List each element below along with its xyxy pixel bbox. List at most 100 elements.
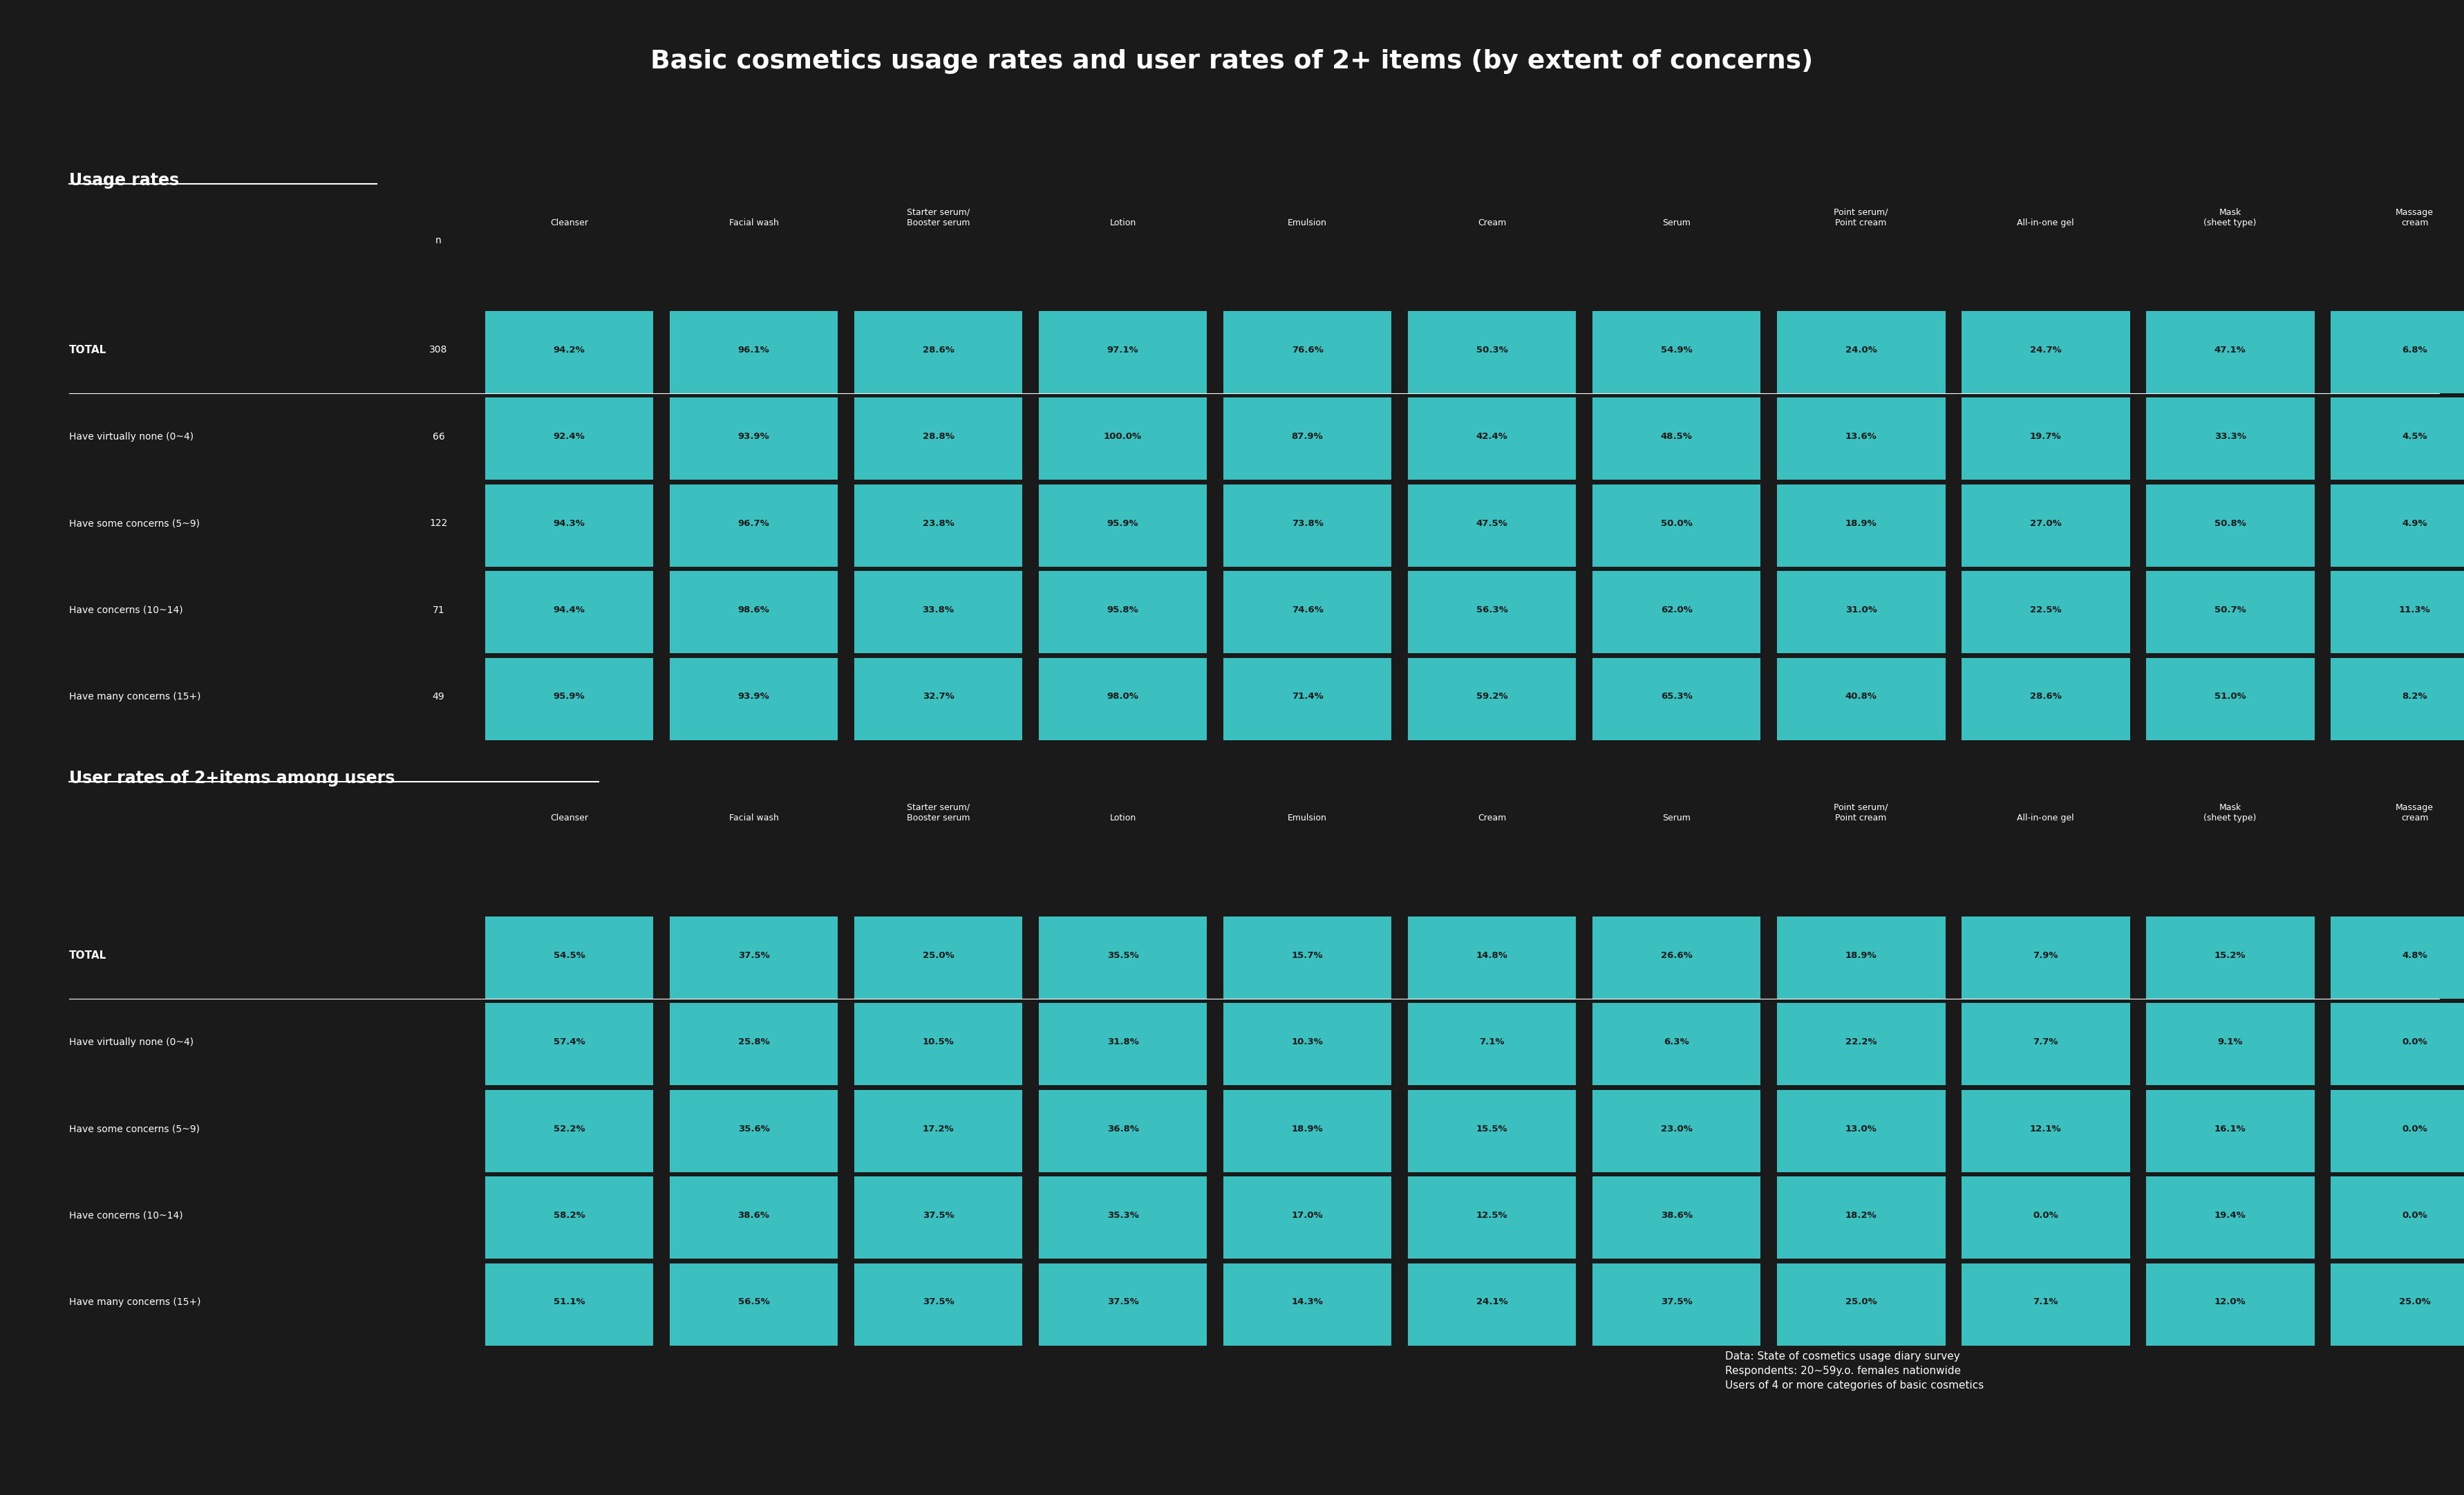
- Text: Serum: Serum: [1663, 813, 1690, 822]
- FancyBboxPatch shape: [855, 1177, 1023, 1259]
- Text: 31.8%: 31.8%: [1106, 1038, 1138, 1046]
- Text: 92.4%: 92.4%: [554, 432, 584, 441]
- FancyBboxPatch shape: [1777, 1177, 1944, 1259]
- FancyBboxPatch shape: [485, 916, 653, 999]
- Text: Serum: Serum: [1663, 218, 1690, 227]
- Text: 18.9%: 18.9%: [1846, 519, 1878, 528]
- Text: 37.5%: 37.5%: [922, 1211, 954, 1220]
- Text: Have virtually none (0~4): Have virtually none (0~4): [69, 1038, 195, 1046]
- Text: 28.6%: 28.6%: [2030, 692, 2062, 701]
- Text: Have some concerns (5~9): Have some concerns (5~9): [69, 1124, 200, 1133]
- Text: 13.6%: 13.6%: [1846, 432, 1878, 441]
- Text: 35.3%: 35.3%: [1106, 1211, 1138, 1220]
- Text: 93.9%: 93.9%: [737, 432, 769, 441]
- Text: 28.8%: 28.8%: [922, 432, 954, 441]
- FancyBboxPatch shape: [1040, 658, 1207, 740]
- FancyBboxPatch shape: [1961, 398, 2129, 480]
- FancyBboxPatch shape: [1040, 398, 1207, 480]
- FancyBboxPatch shape: [1592, 1263, 1762, 1346]
- Text: 50.8%: 50.8%: [2215, 519, 2247, 528]
- FancyBboxPatch shape: [1407, 398, 1577, 480]
- Text: 71.4%: 71.4%: [1291, 692, 1323, 701]
- FancyBboxPatch shape: [1777, 1263, 1944, 1346]
- Text: 4.8%: 4.8%: [2402, 951, 2427, 960]
- Text: 6.3%: 6.3%: [1663, 1038, 1690, 1046]
- Text: 50.3%: 50.3%: [1476, 345, 1508, 354]
- Text: Facial wash: Facial wash: [729, 218, 779, 227]
- Text: 48.5%: 48.5%: [1661, 432, 1693, 441]
- Text: Cleanser: Cleanser: [549, 218, 589, 227]
- FancyBboxPatch shape: [855, 658, 1023, 740]
- Text: 42.4%: 42.4%: [1476, 432, 1508, 441]
- Text: 32.7%: 32.7%: [922, 692, 954, 701]
- FancyBboxPatch shape: [485, 1263, 653, 1346]
- Text: 33.8%: 33.8%: [922, 605, 954, 614]
- FancyBboxPatch shape: [1040, 484, 1207, 567]
- FancyBboxPatch shape: [1592, 658, 1762, 740]
- Text: 27.0%: 27.0%: [2030, 519, 2062, 528]
- Text: 0.0%: 0.0%: [2402, 1211, 2427, 1220]
- Text: 4.5%: 4.5%: [2402, 432, 2427, 441]
- Text: 25.0%: 25.0%: [2400, 1298, 2430, 1307]
- FancyBboxPatch shape: [1592, 916, 1762, 999]
- FancyBboxPatch shape: [2146, 916, 2314, 999]
- Text: 18.9%: 18.9%: [1846, 951, 1878, 960]
- Text: 50.0%: 50.0%: [1661, 519, 1693, 528]
- Text: 12.5%: 12.5%: [1476, 1211, 1508, 1220]
- Text: Mask
(sheet type): Mask (sheet type): [2203, 803, 2257, 822]
- Text: 49: 49: [434, 692, 444, 701]
- FancyBboxPatch shape: [1777, 484, 1944, 567]
- FancyBboxPatch shape: [485, 1177, 653, 1259]
- FancyBboxPatch shape: [1222, 1263, 1392, 1346]
- Text: 18.2%: 18.2%: [1846, 1211, 1878, 1220]
- FancyBboxPatch shape: [1407, 1263, 1577, 1346]
- Text: Data: State of cosmetics usage diary survey
Respondents: 20~59y.o. females natio: Data: State of cosmetics usage diary sur…: [1725, 1351, 1984, 1390]
- Text: 95.8%: 95.8%: [1106, 605, 1138, 614]
- Text: 37.5%: 37.5%: [737, 951, 769, 960]
- Text: 59.2%: 59.2%: [1476, 692, 1508, 701]
- Text: 7.9%: 7.9%: [2033, 951, 2057, 960]
- FancyBboxPatch shape: [670, 311, 838, 393]
- Text: 19.7%: 19.7%: [2030, 432, 2062, 441]
- FancyBboxPatch shape: [1407, 658, 1577, 740]
- Text: 14.8%: 14.8%: [1476, 951, 1508, 960]
- FancyBboxPatch shape: [2331, 484, 2464, 567]
- Text: Have many concerns (15+): Have many concerns (15+): [69, 692, 200, 701]
- Text: 98.0%: 98.0%: [1106, 692, 1138, 701]
- Text: 94.3%: 94.3%: [554, 519, 584, 528]
- Text: 31.0%: 31.0%: [1846, 605, 1878, 614]
- Text: 62.0%: 62.0%: [1661, 605, 1693, 614]
- FancyBboxPatch shape: [1040, 1090, 1207, 1172]
- Text: 0.0%: 0.0%: [2402, 1038, 2427, 1046]
- Text: 308: 308: [429, 345, 448, 354]
- FancyBboxPatch shape: [2146, 1263, 2314, 1346]
- FancyBboxPatch shape: [855, 1263, 1023, 1346]
- Text: 24.0%: 24.0%: [1846, 345, 1878, 354]
- Text: 66: 66: [434, 432, 444, 441]
- FancyBboxPatch shape: [1777, 658, 1944, 740]
- Text: 93.9%: 93.9%: [737, 692, 769, 701]
- FancyBboxPatch shape: [1407, 916, 1577, 999]
- Text: 56.3%: 56.3%: [1476, 605, 1508, 614]
- Text: Have some concerns (5~9): Have some concerns (5~9): [69, 519, 200, 528]
- Text: 12.1%: 12.1%: [2030, 1124, 2062, 1133]
- Text: 8.2%: 8.2%: [2402, 692, 2427, 701]
- FancyBboxPatch shape: [1961, 484, 2129, 567]
- Text: 10.3%: 10.3%: [1291, 1038, 1323, 1046]
- FancyBboxPatch shape: [1777, 571, 1944, 653]
- FancyBboxPatch shape: [2146, 658, 2314, 740]
- Text: 73.8%: 73.8%: [1291, 519, 1323, 528]
- Text: 9.1%: 9.1%: [2218, 1038, 2242, 1046]
- Text: TOTAL: TOTAL: [69, 951, 106, 960]
- FancyBboxPatch shape: [670, 1177, 838, 1259]
- Text: 96.1%: 96.1%: [737, 345, 769, 354]
- FancyBboxPatch shape: [1592, 311, 1762, 393]
- FancyBboxPatch shape: [1040, 311, 1207, 393]
- Text: 0.0%: 0.0%: [2402, 1124, 2427, 1133]
- Text: Cream: Cream: [1478, 218, 1506, 227]
- Text: Starter serum/
Booster serum: Starter serum/ Booster serum: [907, 208, 971, 227]
- Text: Emulsion: Emulsion: [1289, 218, 1328, 227]
- Text: 7.1%: 7.1%: [1478, 1038, 1506, 1046]
- Text: 25.0%: 25.0%: [1846, 1298, 1878, 1307]
- FancyBboxPatch shape: [855, 398, 1023, 480]
